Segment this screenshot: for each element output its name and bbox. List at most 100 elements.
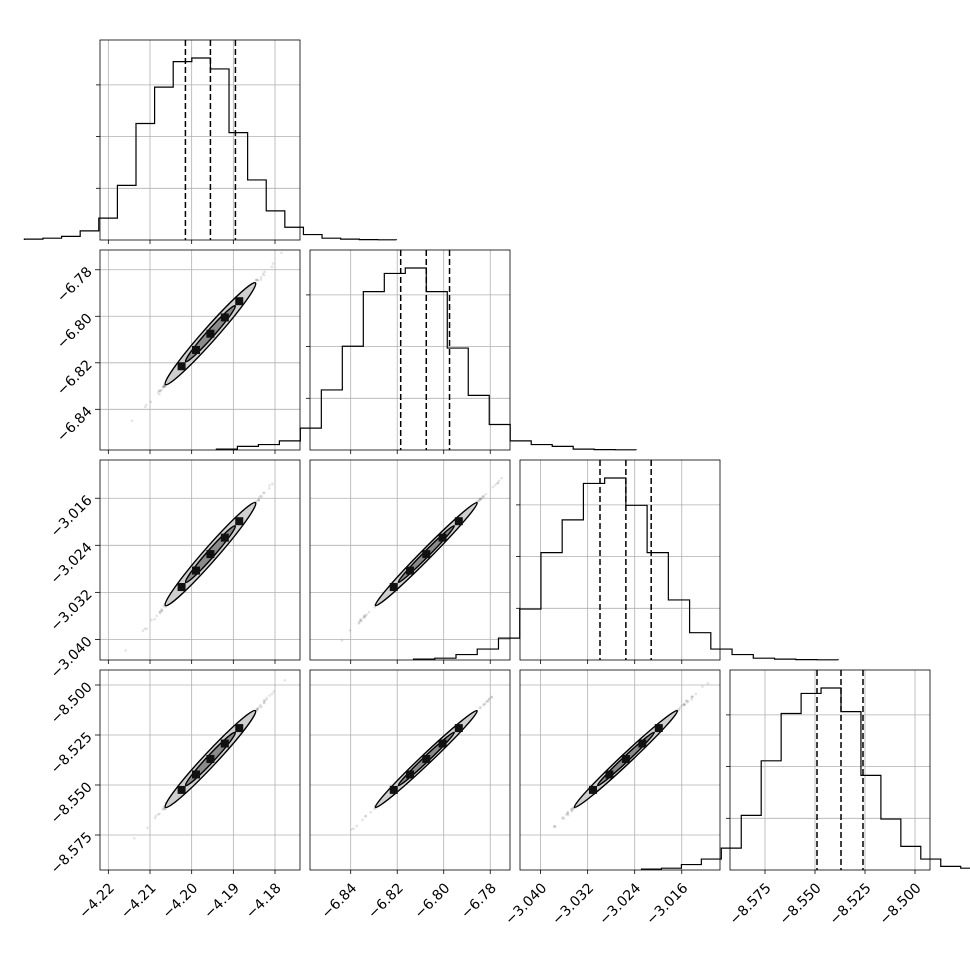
scatter-point (267, 487, 271, 490)
tick-label-x: −3.016 (643, 880, 691, 928)
scatter-point (478, 497, 482, 501)
scatter-point (160, 388, 163, 392)
scatter-point (479, 497, 483, 501)
scatter-point (153, 816, 157, 820)
scatter-point (256, 706, 260, 710)
scatter-point (255, 278, 258, 282)
scatter-point (260, 705, 263, 709)
scatter-point (156, 391, 160, 394)
scatter-point (683, 703, 687, 706)
density-peak (192, 770, 201, 779)
panel-frame (99, 249, 301, 451)
scatter-point (477, 499, 480, 503)
scatter-point (483, 702, 487, 706)
scatter-point (482, 703, 485, 707)
scatter-point (348, 629, 352, 632)
tick-label-y: −8.550 (48, 779, 96, 827)
scatter-point (156, 813, 160, 816)
scatter-point (280, 251, 283, 254)
scatter-point (553, 825, 557, 828)
scatter-point (259, 494, 262, 498)
density-peak (621, 755, 630, 763)
scatter-point (158, 389, 162, 393)
density-peak (220, 313, 229, 322)
density-peak (654, 724, 663, 733)
panel-frame (519, 459, 721, 661)
scatter-point (690, 696, 693, 699)
scatter-point (162, 385, 166, 388)
scatter-point (490, 696, 493, 699)
density-peak (192, 566, 201, 575)
density-peak (454, 724, 463, 733)
scatter-point (158, 610, 162, 614)
scatter-point (130, 419, 134, 423)
scatter-point (268, 484, 271, 487)
density-peak (177, 583, 186, 592)
scatter-point (566, 812, 569, 815)
density-peak (206, 550, 215, 559)
scatter-point (255, 708, 259, 711)
scatter-point (361, 818, 364, 822)
scatter-point (355, 824, 359, 828)
scatter-point (143, 405, 147, 409)
scatter-point (359, 618, 363, 622)
scatter-point (149, 400, 153, 404)
density-peak (220, 739, 229, 748)
panel-frame (519, 669, 721, 871)
tick-label-x: −4.19 (201, 880, 243, 922)
density-peak (406, 566, 415, 575)
scatter-point (481, 495, 485, 499)
scatter-point (500, 476, 503, 480)
scatter-point (553, 825, 557, 828)
scatter-point (478, 497, 482, 501)
scatter-point (487, 697, 491, 701)
panel-frame (309, 249, 511, 451)
density-peak (438, 739, 447, 748)
scatter-point (161, 807, 165, 811)
scatter-point (561, 815, 565, 819)
tick-label-y: −3.040 (48, 634, 96, 682)
scatter-point (265, 696, 268, 700)
panel-frame (309, 669, 511, 871)
scatter-point (690, 695, 694, 698)
histogram-step (640, 687, 970, 870)
scatter-point (363, 615, 367, 618)
density-peak (638, 739, 647, 748)
scatter-point (162, 807, 165, 811)
scatter-point (262, 699, 266, 702)
scatter-point (496, 481, 500, 485)
scatter-point (259, 278, 263, 281)
density-peak (422, 550, 431, 559)
tick-label-y: −6.82 (54, 357, 96, 399)
density-peak (192, 345, 201, 354)
scatter-point (163, 384, 166, 388)
scatter-point (257, 498, 261, 502)
tick-label-y: −3.024 (48, 540, 96, 588)
scatter-point (262, 273, 266, 277)
scatter-point (495, 481, 499, 485)
scatter-point (158, 611, 162, 615)
scatter-point (256, 707, 260, 711)
density-peak (206, 329, 215, 338)
scatter-point (163, 807, 167, 811)
scatter-point (271, 262, 275, 265)
tick-label-x: −3.032 (549, 880, 597, 928)
panel-frame (729, 669, 931, 871)
tick-label-x: −6.80 (412, 880, 454, 922)
scatter-point (480, 497, 483, 501)
scatter-point (155, 614, 158, 618)
tick-label-x: −8.550 (777, 880, 825, 928)
scatter-point (484, 700, 488, 704)
scatter-point (678, 706, 682, 709)
panel-frame (99, 459, 301, 661)
scatter-point (158, 812, 161, 816)
scatter-point (258, 496, 261, 499)
tick-label-y: −3.016 (48, 493, 96, 541)
scatter-point (565, 813, 568, 816)
scatter-point (162, 805, 165, 809)
panel-frame (309, 459, 511, 661)
scatter-point (680, 704, 684, 707)
scatter-point (364, 614, 367, 618)
tick-label-y: −6.84 (54, 404, 96, 446)
